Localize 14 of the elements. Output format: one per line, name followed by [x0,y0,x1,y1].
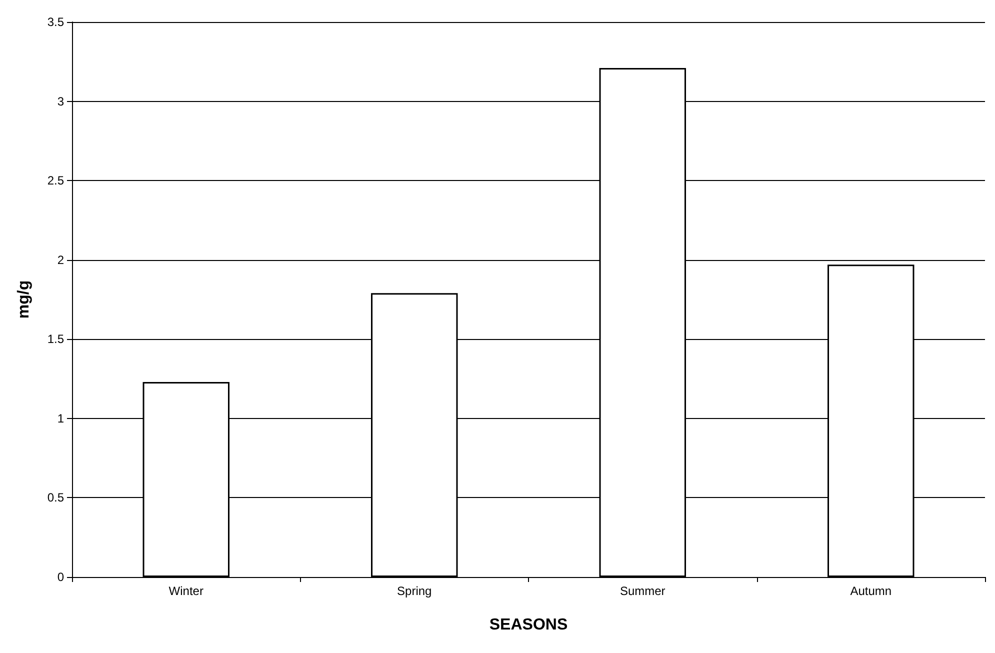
y-tick-label: 1.5 [47,332,64,346]
x-tick-label: Spring [397,584,432,598]
x-tick-label: Winter [168,584,204,598]
y-tick-label: 0 [57,570,64,584]
y-tick-label: 0.5 [47,490,64,505]
y-tick-label: 2.5 [47,174,64,188]
y-tick-label: 3.5 [47,15,64,29]
x-tick-label: Summer [620,584,666,598]
y-tick-label: 2 [57,252,64,267]
y-tick-label: 3 [57,94,64,108]
y-tick-label: 1 [57,411,64,426]
x-axis-title: SEASONS [489,616,568,634]
x-tick-label: Autumn [850,584,892,598]
y-axis-title: mg/g [16,280,32,319]
